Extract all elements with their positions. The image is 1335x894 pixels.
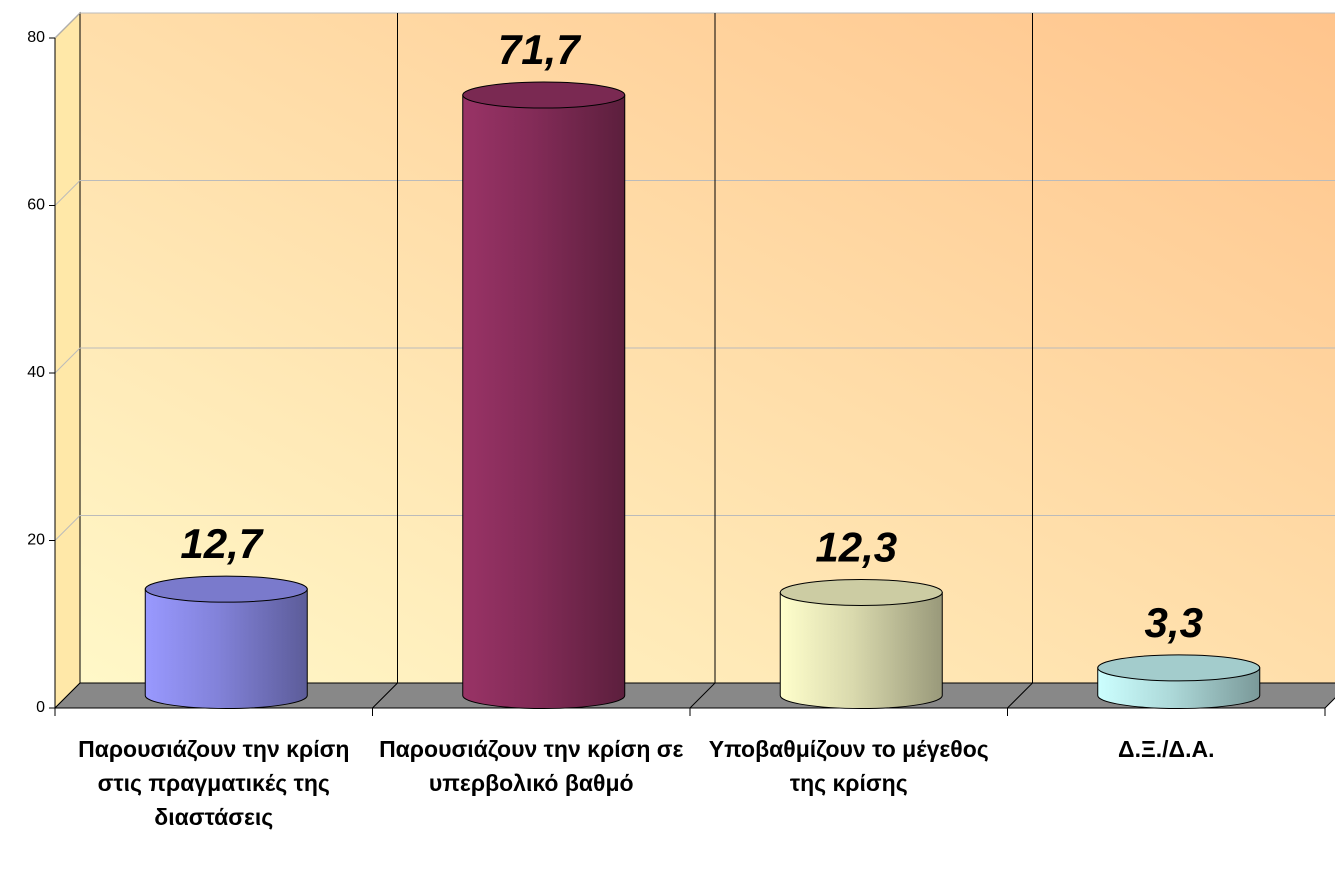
y-tick-label: 60 xyxy=(27,197,45,214)
y-tick-label: 80 xyxy=(27,29,45,46)
x-tick-label: Παρουσιάζουν την κρίση σε υπερβολικό βαθ… xyxy=(379,736,684,796)
bar xyxy=(462,94,626,709)
bar xyxy=(144,588,308,709)
bar-top xyxy=(144,575,308,603)
value-label: 12,7 xyxy=(180,520,263,567)
value-label: 71,7 xyxy=(498,26,581,73)
grid-line xyxy=(54,515,81,541)
grid-line xyxy=(54,180,81,206)
x-tick-label: Δ.Ξ./Δ.Α. xyxy=(1118,736,1215,762)
bar xyxy=(779,591,943,709)
floor-divider xyxy=(689,682,716,709)
grid-line xyxy=(54,347,81,374)
floor-divider xyxy=(372,682,398,709)
value-label: 3,3 xyxy=(1145,599,1203,646)
floor-divider xyxy=(1007,682,1033,709)
grid-line xyxy=(54,12,81,39)
bar-top xyxy=(779,578,943,606)
bar-top xyxy=(462,81,626,109)
y-tick-label: 0 xyxy=(36,699,45,716)
bar-top xyxy=(1097,654,1261,682)
x-tick-label: Παρουσιάζουν την κρίση στις πραγματικές … xyxy=(78,736,350,830)
y-tick-label: 20 xyxy=(27,532,45,549)
x-tick-label: Υποβαθμίζουν το μέγεθος της κρίσης xyxy=(708,736,989,796)
value-label: 12,3 xyxy=(815,524,897,571)
y-tick-label: 40 xyxy=(27,364,45,381)
